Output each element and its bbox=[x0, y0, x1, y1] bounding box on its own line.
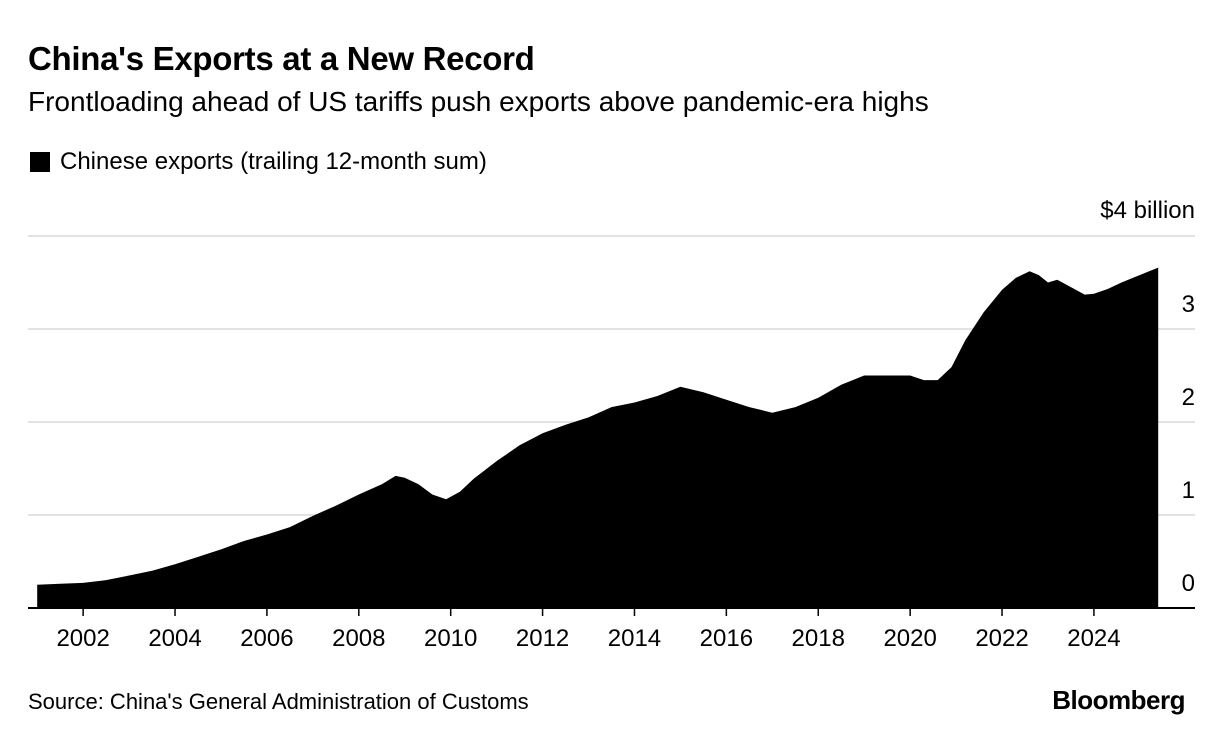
y-tick-label: 2 bbox=[1182, 384, 1195, 411]
x-tick-label: 2004 bbox=[148, 625, 201, 652]
source-note: Source: China's General Administration o… bbox=[28, 689, 529, 714]
bloomberg-logo: Bloomberg bbox=[1052, 685, 1185, 715]
legend-swatch bbox=[30, 152, 50, 172]
x-tick-label: 2014 bbox=[608, 625, 661, 652]
x-axis bbox=[28, 607, 1195, 616]
x-tick-label: 2002 bbox=[56, 625, 109, 652]
x-tick-label: 2008 bbox=[332, 625, 385, 652]
x-tick-label: 2012 bbox=[516, 625, 569, 652]
y-tick-label: 1 bbox=[1182, 477, 1195, 504]
x-tick-label: 2010 bbox=[424, 625, 477, 652]
x-tick-label: 2024 bbox=[1067, 625, 1120, 652]
chart-subtitle: Frontloading ahead of US tariffs push ex… bbox=[28, 86, 929, 117]
chart-title: China's Exports at a New Record bbox=[28, 40, 535, 77]
x-axis-labels: 2002 2004 2006 2008 2010 2012 2014 2016 2018 2020… bbox=[56, 625, 1120, 652]
y-tick-label: 3 bbox=[1182, 291, 1195, 318]
legend: Chinese exports (trailing 12-month sum) bbox=[30, 148, 487, 176]
x-tick-label: 2022 bbox=[975, 625, 1028, 652]
y-tick-label: $4 billion bbox=[1100, 197, 1195, 224]
y-axis-labels: 0 1 2 3 $4 billion bbox=[1100, 197, 1195, 597]
series-area-path bbox=[37, 267, 1159, 608]
y-tick-label: 0 bbox=[1182, 570, 1195, 597]
series-area bbox=[37, 267, 1159, 608]
x-tick-label: 2006 bbox=[240, 625, 293, 652]
x-tick-label: 2016 bbox=[700, 625, 753, 652]
x-tick-label: 2020 bbox=[883, 625, 936, 652]
legend-label: Chinese exports (trailing 12-month sum) bbox=[60, 148, 487, 175]
x-tick-label: 2018 bbox=[792, 625, 845, 652]
